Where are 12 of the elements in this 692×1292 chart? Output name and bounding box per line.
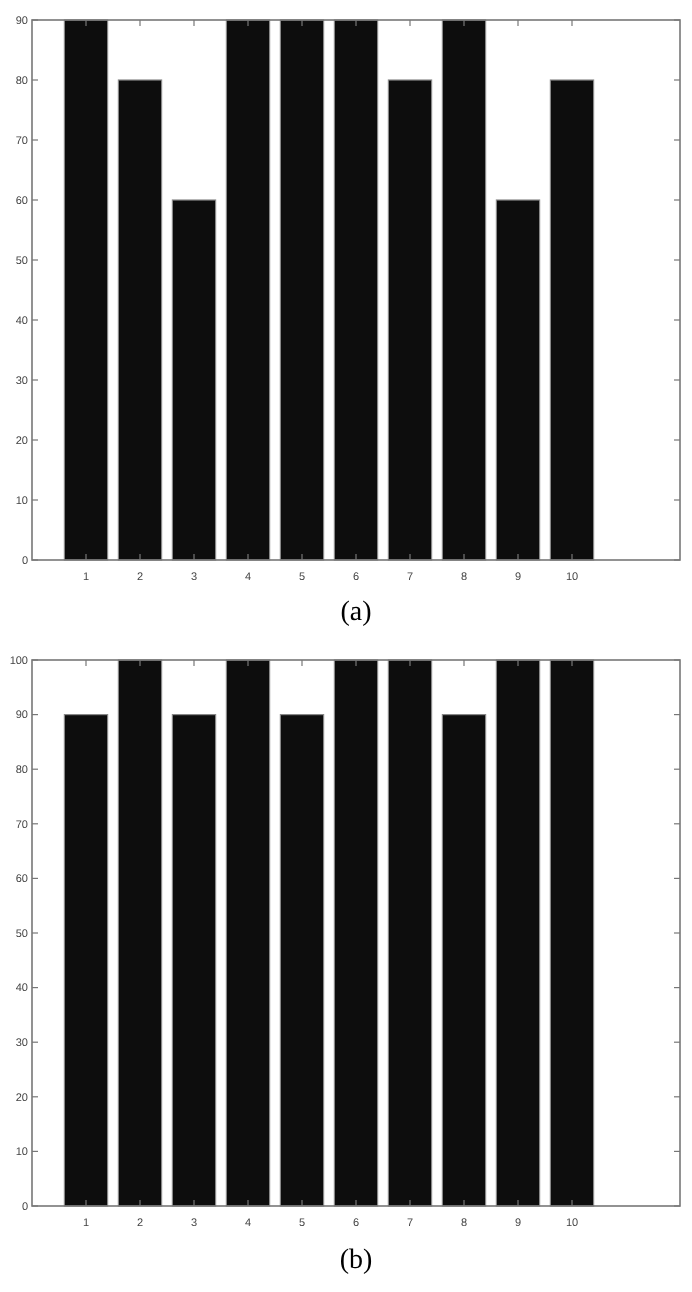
text: (b) [339, 1246, 373, 1276]
bar [441, 19, 487, 561]
bar [225, 19, 271, 561]
bar [279, 19, 325, 561]
text: (a) [340, 598, 373, 628]
bar [117, 79, 163, 561]
bar [387, 79, 433, 561]
bar [171, 199, 217, 561]
bar [63, 19, 109, 561]
bar [333, 19, 379, 561]
bar [549, 79, 595, 561]
bar [495, 199, 541, 561]
